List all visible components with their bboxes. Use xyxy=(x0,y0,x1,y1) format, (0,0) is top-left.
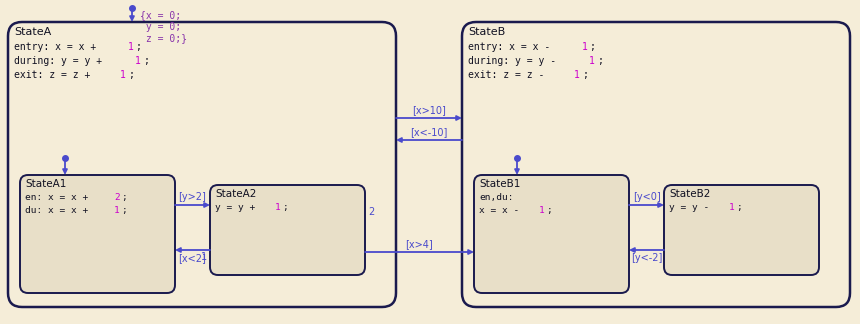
FancyBboxPatch shape xyxy=(474,175,629,293)
Text: exit: z = z -: exit: z = z - xyxy=(468,70,550,80)
Text: StateB2: StateB2 xyxy=(669,189,710,199)
Text: en,du:: en,du: xyxy=(479,193,513,202)
Text: ;: ; xyxy=(589,42,595,52)
Text: ;: ; xyxy=(546,206,551,215)
FancyBboxPatch shape xyxy=(210,185,365,275)
Text: StateB1: StateB1 xyxy=(479,179,520,189)
Text: [x>4]: [x>4] xyxy=(406,239,433,249)
Text: 1: 1 xyxy=(728,203,734,212)
Text: [y<-2]: [y<-2] xyxy=(631,253,662,263)
Text: ;: ; xyxy=(121,193,127,202)
Text: y = y -: y = y - xyxy=(669,203,715,212)
Text: [x<2]: [x<2] xyxy=(179,253,206,263)
Text: ;: ; xyxy=(581,70,587,80)
Text: du: x = x +: du: x = x + xyxy=(25,206,94,215)
FancyBboxPatch shape xyxy=(462,22,850,307)
FancyBboxPatch shape xyxy=(664,185,819,275)
Text: 1: 1 xyxy=(135,56,141,66)
Text: ;: ; xyxy=(282,203,287,212)
Text: StateB: StateB xyxy=(468,27,506,37)
Text: during: y = y +: during: y = y + xyxy=(14,56,108,66)
Text: en: x = x +: en: x = x + xyxy=(25,193,94,202)
Text: [x>10]: [x>10] xyxy=(412,105,446,115)
FancyBboxPatch shape xyxy=(8,22,396,307)
Text: StateA2: StateA2 xyxy=(215,189,256,199)
Text: {x = 0;
 y = 0;
 z = 0;}: {x = 0; y = 0; z = 0;} xyxy=(140,10,187,43)
Text: entry: x = x -: entry: x = x - xyxy=(468,42,556,52)
Text: ;: ; xyxy=(143,56,149,66)
Text: StateA1: StateA1 xyxy=(25,179,66,189)
Text: ;: ; xyxy=(127,70,133,80)
Text: [y<0]: [y<0] xyxy=(633,192,660,202)
Text: 1: 1 xyxy=(581,42,587,52)
Text: 1: 1 xyxy=(114,206,120,215)
Text: ;: ; xyxy=(135,42,141,52)
Text: [x<-10]: [x<-10] xyxy=(410,127,448,137)
Text: y = y +: y = y + xyxy=(215,203,261,212)
Text: exit: z = z +: exit: z = z + xyxy=(14,70,96,80)
Text: StateA: StateA xyxy=(14,27,52,37)
Text: entry: x = x +: entry: x = x + xyxy=(14,42,102,52)
Text: 1: 1 xyxy=(538,206,544,215)
Text: x = x -: x = x - xyxy=(479,206,525,215)
FancyBboxPatch shape xyxy=(20,175,175,293)
Text: 1: 1 xyxy=(127,42,133,52)
Text: 1: 1 xyxy=(574,70,580,80)
Text: 2: 2 xyxy=(114,193,120,202)
Text: 1: 1 xyxy=(120,70,126,80)
Text: 2: 2 xyxy=(368,207,374,217)
Text: ;: ; xyxy=(597,56,603,66)
Text: 1: 1 xyxy=(201,252,207,262)
Text: during: y = y -: during: y = y - xyxy=(468,56,562,66)
Text: ;: ; xyxy=(121,206,127,215)
Text: 1: 1 xyxy=(589,56,595,66)
Text: [y>2]: [y>2] xyxy=(179,192,206,202)
Text: 1: 1 xyxy=(274,203,280,212)
Text: ;: ; xyxy=(736,203,741,212)
